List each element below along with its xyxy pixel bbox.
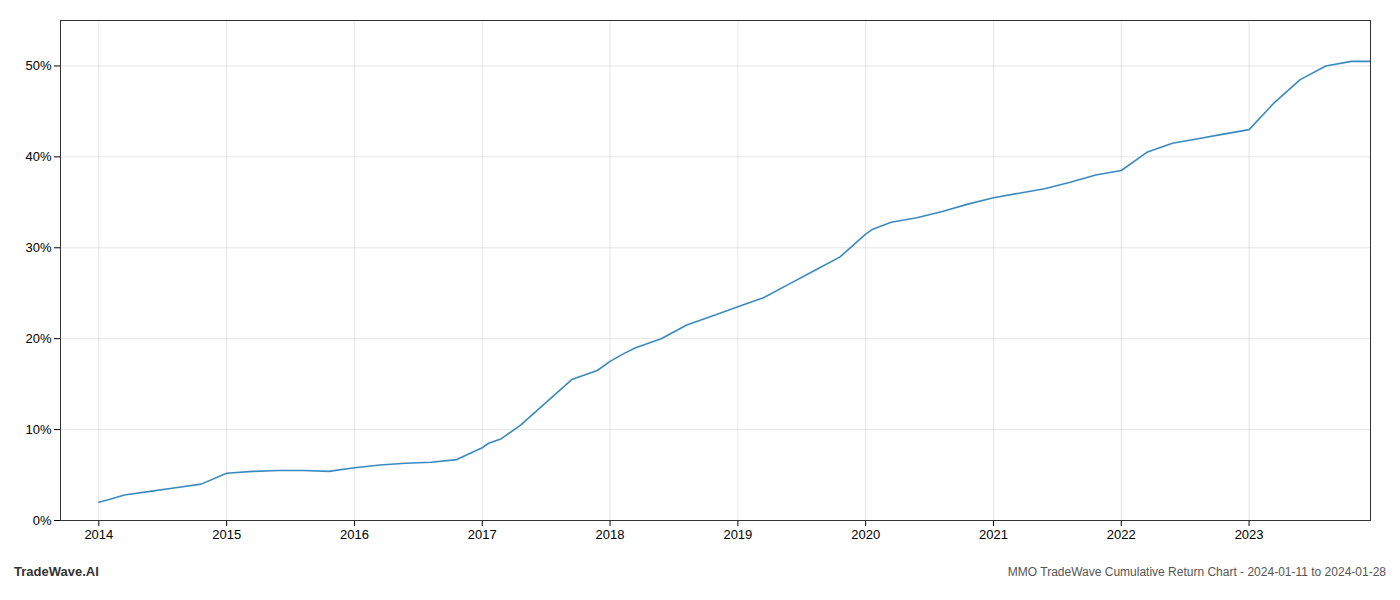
svg-text:2022: 2022 — [1107, 527, 1136, 542]
svg-text:50%: 50% — [25, 58, 51, 73]
svg-text:2019: 2019 — [723, 527, 752, 542]
svg-text:10%: 10% — [25, 422, 51, 437]
svg-text:2014: 2014 — [84, 527, 113, 542]
svg-text:0%: 0% — [33, 513, 52, 528]
svg-text:2017: 2017 — [468, 527, 497, 542]
svg-text:2015: 2015 — [212, 527, 241, 542]
svg-text:30%: 30% — [25, 240, 51, 255]
svg-text:2020: 2020 — [851, 527, 880, 542]
svg-text:2021: 2021 — [979, 527, 1008, 542]
svg-text:2023: 2023 — [1235, 527, 1264, 542]
svg-text:2018: 2018 — [596, 527, 625, 542]
svg-text:20%: 20% — [25, 331, 51, 346]
html-text:TradeWave.AI: TradeWave.AI — [14, 564, 99, 579]
svg-text:40%: 40% — [25, 149, 51, 164]
svg-text:2016: 2016 — [340, 527, 369, 542]
html-text:MMO TradeWave Cumulative Retur: MMO TradeWave Cumulative Return Chart - … — [1007, 565, 1386, 579]
